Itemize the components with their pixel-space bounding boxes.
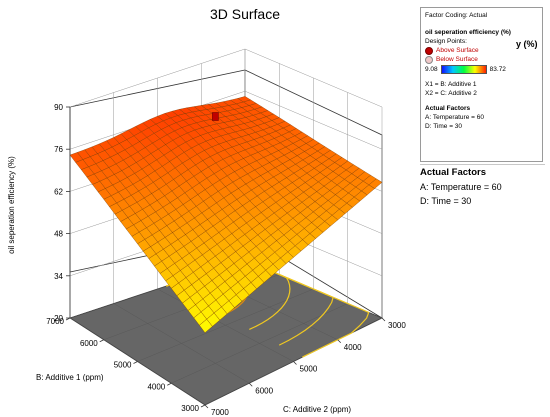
legend-above: Above Surface (425, 46, 538, 55)
y-axis-label: B: Additive 1 (ppm) (36, 373, 104, 382)
color-scale: 9.08 83.72 (425, 65, 538, 74)
x-tick-mark (381, 317, 386, 322)
y-tick-mark (200, 404, 206, 408)
below-surface-dot-icon (425, 55, 433, 64)
factor-coding-label: Factor Coding: Actual (425, 12, 488, 19)
color-scale-min: 9.08 (425, 66, 438, 73)
x2-mapping: X2 = C: Additive 2 (425, 90, 477, 97)
actual-temperature: A: Temperature = 60 (420, 182, 502, 192)
time-factor: D: Time = 30 (425, 123, 463, 130)
floor-gridline (137, 288, 314, 362)
x-tick-label: 5000 (300, 365, 318, 374)
design-points (212, 112, 219, 121)
x-tick-mark (204, 404, 209, 409)
z-tick-label: 62 (54, 187, 63, 196)
x-tick-mark (293, 361, 297, 365)
y-tick-mark (167, 382, 172, 386)
z-tick-label: 48 (54, 230, 63, 239)
y-axis-ticks: 3000 4000 5000 6000 7000 (46, 317, 206, 413)
z-tick-label: 90 (54, 103, 63, 112)
z-axis-ticks: 20 34 48 62 76 90 (54, 103, 70, 323)
y-tick-label: 6000 (80, 339, 98, 348)
x-axis-label: C: Additive 2 (ppm) (283, 405, 351, 414)
response-surface (69, 96, 383, 333)
y-tick-mark (65, 317, 71, 321)
y-tick-mark (133, 361, 138, 364)
z-tick-label: 76 (54, 145, 63, 154)
response-name: oil seperation efficiency (%) (425, 29, 511, 36)
x-tick-label: 7000 (211, 408, 229, 417)
x-tick-mark (337, 339, 342, 344)
z-tick-label: 34 (54, 272, 63, 281)
above-surface-dot-icon (425, 46, 433, 55)
legend-below: Below Surface (425, 55, 538, 64)
x-tick-label: 6000 (255, 386, 273, 395)
z-axis-label: oil seperation efficiency (%) (7, 156, 16, 254)
y-tick-mark (99, 339, 104, 343)
color-scale-max: 83.72 (489, 66, 506, 73)
color-gradient-bar (440, 65, 487, 74)
temperature-factor: A: Temperature = 60 (425, 114, 484, 121)
x-tick-mark (248, 382, 253, 387)
design-point-marker (212, 112, 219, 121)
z-tick-label: 20 (54, 314, 63, 323)
clipped-response-tail: y (%) (516, 39, 538, 49)
chart-title: 3D Surface (210, 6, 280, 22)
design-points-label: Design Points: (425, 38, 467, 45)
x-tick-label: 3000 (388, 321, 406, 330)
actual-factors-panel: Actual Factors A: Temperature = 60 D: Ti… (420, 164, 545, 208)
y-tick-label: 4000 (147, 382, 165, 391)
y-tick-label: 3000 (181, 404, 199, 413)
x1-mapping: X1 = B: Additive 1 (425, 81, 477, 88)
x-tick-label: 4000 (344, 343, 362, 352)
floor-gridline (171, 303, 348, 384)
surface-cell (199, 318, 213, 333)
x-axis-ticks: 3000 4000 5000 6000 7000 (204, 317, 406, 417)
actual-factors-title: Actual Factors (420, 167, 486, 178)
actual-factors-heading: Actual Factors (425, 105, 471, 112)
y-tick-label: 5000 (114, 361, 132, 370)
legend-panel: Factor Coding: Actual oil seperation eff… (420, 7, 543, 162)
y-tick-label: 7000 (46, 317, 64, 326)
actual-time: D: Time = 30 (420, 196, 472, 206)
